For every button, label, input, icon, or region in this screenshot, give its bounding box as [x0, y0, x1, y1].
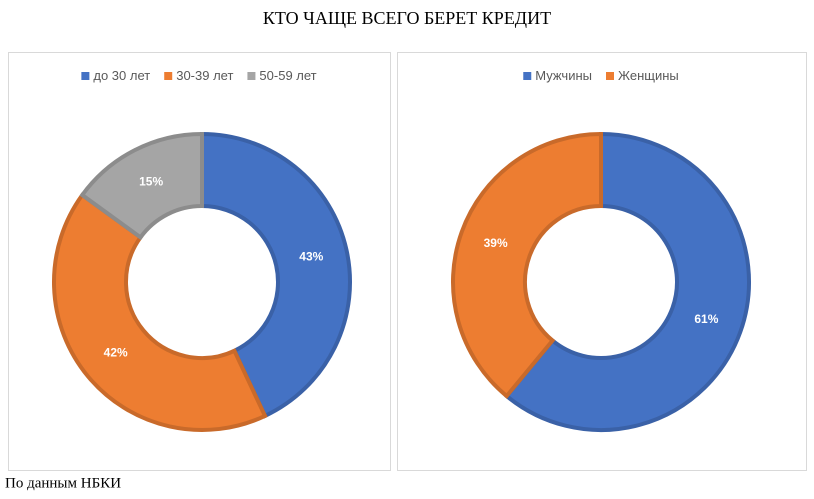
legend-marker [164, 72, 173, 80]
legend: до 30 лет 30-39 лет 50-59 лет [81, 68, 317, 83]
legend-label: Мужчины [535, 68, 592, 83]
legend-label: Женщины [618, 68, 679, 83]
donut-slice [52, 192, 268, 432]
legend-marker [247, 72, 256, 80]
page-title: КТО ЧАЩЕ ВСЕГО БЕРЕТ КРЕДИТ [263, 8, 551, 28]
legend-label: 30-39 лет [176, 68, 233, 83]
legend-label: до 30 лет [93, 68, 150, 83]
donut-slice [451, 131, 603, 399]
legend-marker [81, 72, 90, 80]
data-label: 61% [694, 312, 718, 326]
donut-slice [503, 131, 751, 432]
donut-slice [79, 131, 204, 241]
legend-marker [606, 72, 614, 80]
data-label: 42% [104, 346, 128, 360]
data-label: 43% [299, 250, 323, 264]
legend-label: 50-59 лет [259, 68, 316, 83]
legend: Мужчины Женщины [523, 68, 679, 83]
legend-marker [523, 72, 532, 80]
source-note: По данным НБКИ [5, 475, 121, 491]
data-label: 39% [484, 236, 508, 250]
data-label: 15% [139, 174, 163, 188]
donut-slice [200, 131, 352, 419]
